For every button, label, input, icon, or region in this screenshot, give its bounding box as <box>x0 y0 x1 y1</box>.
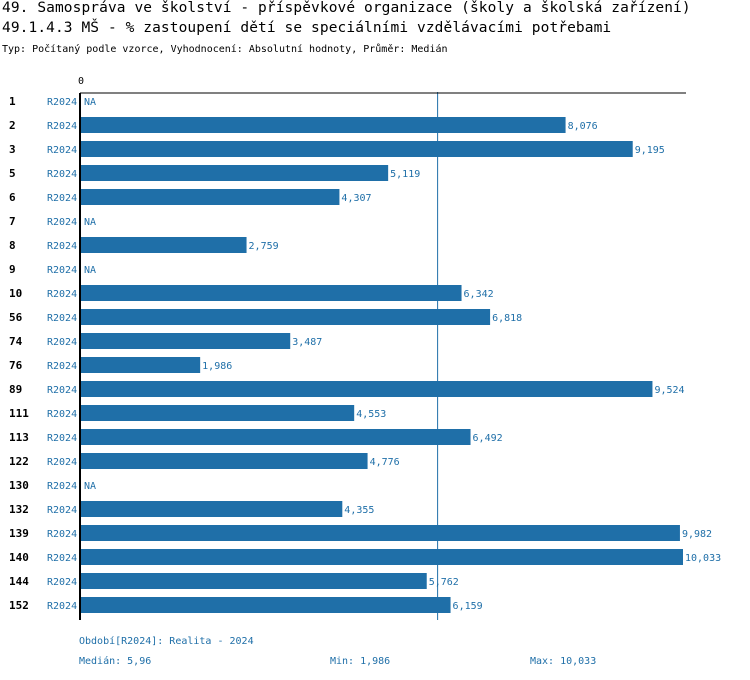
chart-title: 49. Samospráva ve školství - příspěvkové… <box>2 0 691 16</box>
bar <box>81 573 427 589</box>
bar <box>81 525 680 541</box>
period-label: R2024 <box>47 97 77 108</box>
value-label: 9,195 <box>635 145 665 156</box>
na-label: NA <box>84 97 96 108</box>
period-label: R2024 <box>47 457 77 468</box>
bar <box>81 237 247 253</box>
value-label: 4,355 <box>344 505 374 516</box>
period-label: R2024 <box>47 241 77 252</box>
value-label: 6,342 <box>464 289 494 300</box>
period-label: R2024 <box>47 313 77 324</box>
category-label: 113 <box>9 431 29 444</box>
bar <box>81 165 389 181</box>
category-label: 6 <box>9 191 16 204</box>
value-label: 9,982 <box>682 529 712 540</box>
category-label: 3 <box>9 143 16 156</box>
value-label: 2,759 <box>249 241 279 252</box>
value-label: 4,307 <box>341 193 371 204</box>
category-label: 89 <box>9 383 22 396</box>
period-label: R2024 <box>47 529 77 540</box>
na-label: NA <box>84 217 96 228</box>
value-label: 4,776 <box>370 457 400 468</box>
category-label: 144 <box>9 575 29 588</box>
period-label: R2024 <box>47 193 77 204</box>
chart-subtitle-indicator: 49.1.4.3 MŠ - % zastoupení dětí se speci… <box>2 20 612 36</box>
na-label: NA <box>84 481 96 492</box>
footer-max: Max: 10,033 <box>530 656 597 667</box>
period-label: R2024 <box>47 289 77 300</box>
bar <box>81 141 633 157</box>
category-label: 130 <box>9 479 29 492</box>
value-label: 5,119 <box>390 169 420 180</box>
na-label: NA <box>84 265 96 276</box>
period-label: R2024 <box>47 385 77 396</box>
value-label: 6,492 <box>473 433 503 444</box>
footer-min: Min: 1,986 <box>330 656 391 667</box>
category-label: 10 <box>9 287 22 300</box>
category-label: 8 <box>9 239 16 252</box>
category-label: 2 <box>9 119 16 132</box>
value-label: 10,033 <box>685 553 721 564</box>
period-label: R2024 <box>47 553 77 564</box>
period-label: R2024 <box>47 169 77 180</box>
period-label: R2024 <box>47 265 77 276</box>
category-label: 74 <box>9 335 23 348</box>
bar <box>81 333 291 349</box>
bar <box>81 189 340 205</box>
category-label: 111 <box>9 407 29 420</box>
period-label: R2024 <box>47 121 77 132</box>
bar <box>81 357 201 373</box>
bar <box>81 549 683 565</box>
category-label: 122 <box>9 455 29 468</box>
period-label: R2024 <box>47 337 77 348</box>
value-label: 1,986 <box>202 361 232 372</box>
footer-median: Medián: 5,96 <box>79 656 152 667</box>
category-label: 140 <box>9 551 29 564</box>
period-label: R2024 <box>47 145 77 156</box>
value-label: 3,487 <box>292 337 322 348</box>
chart-type-description: Typ: Počítaný podle vzorce, Vyhodnocení:… <box>2 44 448 55</box>
bar <box>81 597 451 613</box>
x-axis-zero-label: 0 <box>78 76 84 87</box>
bar <box>81 501 343 517</box>
period-label: R2024 <box>47 361 77 372</box>
category-label: 132 <box>9 503 29 516</box>
category-label: 1 <box>9 95 16 108</box>
value-label: 5,762 <box>429 577 459 588</box>
period-label: R2024 <box>47 601 77 612</box>
period-label: R2024 <box>47 409 77 420</box>
bar <box>81 285 462 301</box>
category-label: 7 <box>9 215 16 228</box>
category-label: 139 <box>9 527 29 540</box>
category-label: 5 <box>9 167 16 180</box>
category-label: 9 <box>9 263 16 276</box>
value-label: 8,076 <box>568 121 598 132</box>
period-label: R2024 <box>47 505 77 516</box>
value-label: 9,524 <box>654 385 684 396</box>
value-label: 4,553 <box>356 409 386 420</box>
bar <box>81 405 355 421</box>
bar <box>81 117 566 133</box>
bar <box>81 381 653 397</box>
period-label: R2024 <box>47 433 77 444</box>
period-label: R2024 <box>47 217 77 228</box>
category-label: 56 <box>9 311 23 324</box>
period-label: R2024 <box>47 577 77 588</box>
category-label: 76 <box>9 359 23 372</box>
bar <box>81 429 471 445</box>
value-label: 6,818 <box>492 313 522 324</box>
value-label: 6,159 <box>453 601 483 612</box>
bar <box>81 309 491 325</box>
footer-period: Období[R2024]: Realita - 2024 <box>79 636 254 647</box>
category-label: 152 <box>9 599 29 612</box>
bar <box>81 453 368 469</box>
period-label: R2024 <box>47 481 77 492</box>
